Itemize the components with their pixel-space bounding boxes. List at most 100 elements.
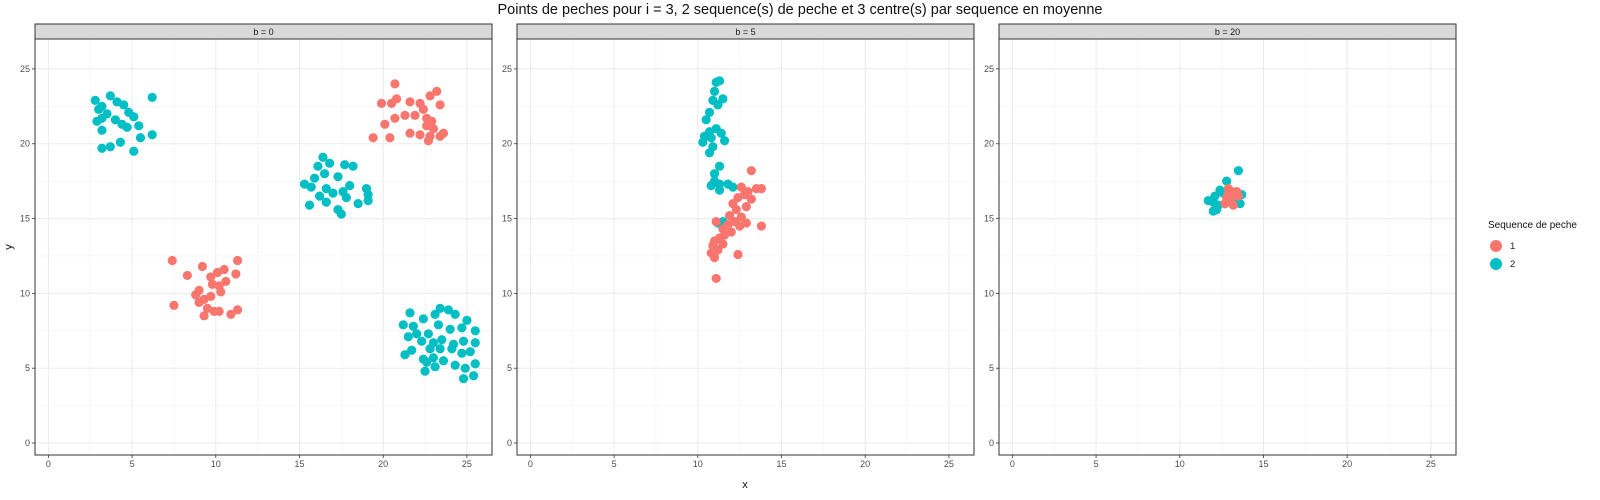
data-point-seq-2 [418, 314, 428, 324]
data-point-seq-1 [423, 136, 433, 146]
data-point-seq-2 [321, 197, 331, 207]
legend: Sequence de peche 1 2 [1488, 220, 1598, 273]
x-tick-label: 20 [860, 459, 870, 469]
y-tick-label: 0 [507, 438, 512, 448]
data-point-seq-1 [756, 221, 767, 231]
data-point-seq-2 [430, 362, 440, 372]
data-point-seq-1 [736, 182, 746, 192]
x-tick-label: 25 [1426, 459, 1436, 469]
data-point-seq-1 [709, 252, 720, 263]
data-point-seq-2 [122, 122, 132, 132]
x-tick-label: 20 [1342, 459, 1352, 469]
y-tick-label: 5 [989, 363, 994, 373]
data-point-seq-2 [435, 344, 445, 354]
panel-border [998, 38, 1457, 456]
data-point-seq-2 [345, 181, 355, 191]
data-point-seq-1 [1228, 200, 1238, 210]
legend-item-2: 2 [1488, 255, 1598, 273]
data-point-seq-1 [182, 270, 192, 281]
y-tick-label: 25 [20, 64, 30, 74]
data-point-seq-2 [94, 104, 104, 114]
legend-key-1 [1490, 240, 1502, 252]
data-point-seq-2 [105, 142, 115, 152]
x-axis-title: x [742, 479, 748, 491]
data-point-seq-2 [465, 347, 475, 357]
data-point-seq-2 [320, 169, 330, 179]
data-point-seq-1 [405, 97, 415, 107]
data-point-seq-2 [97, 143, 107, 153]
data-point-seq-2 [110, 115, 120, 125]
data-point-seq-1 [405, 128, 415, 138]
data-point-seq-1 [391, 94, 402, 104]
data-point-seq-1 [231, 269, 241, 279]
data-point-seq-2 [400, 350, 410, 360]
data-point-seq-2 [470, 338, 480, 348]
data-point-seq-2 [422, 357, 432, 367]
data-point-seq-2 [706, 181, 716, 191]
facet-panel-3: b = 20 0 5 10 15 20 25 0 5 10 15 20 25 [984, 23, 1457, 469]
facet-strip-label: b = 5 [735, 27, 755, 37]
data-point-seq-1 [197, 261, 207, 272]
data-point-seq-2 [412, 329, 422, 339]
x-tick-label: 10 [211, 459, 221, 469]
data-point-seq-2 [425, 344, 435, 354]
legend-title: Sequence de peche [1488, 220, 1577, 231]
data-point-seq-1 [194, 297, 204, 307]
data-point-seq-2 [403, 332, 413, 342]
data-point-seq-1 [206, 272, 216, 282]
data-point-seq-1 [232, 255, 243, 266]
data-point-seq-1 [1223, 190, 1233, 200]
data-point-seq-2 [340, 160, 350, 170]
data-point-seq-1 [415, 130, 425, 140]
data-point-seq-2 [445, 324, 455, 334]
data-point-seq-2 [420, 366, 430, 376]
data-point-seq-2 [1222, 176, 1232, 186]
data-point-seq-1 [390, 113, 400, 123]
data-point-seq-1 [438, 128, 449, 138]
y-tick-label: 25 [502, 64, 512, 74]
data-point-seq-1 [711, 216, 721, 227]
data-point-seq-2 [435, 303, 445, 313]
data-point-seq-2 [428, 353, 439, 363]
data-point-seq-2 [709, 86, 720, 96]
data-point-seq-2 [314, 191, 325, 201]
data-point-seq-2 [90, 95, 100, 105]
y-tick-label: 20 [502, 139, 512, 149]
data-point-seq-2 [437, 335, 447, 345]
data-point-seq-1 [741, 201, 751, 212]
x-tick-label: 10 [1175, 459, 1185, 469]
data-point-seq-1 [746, 194, 756, 204]
data-point-seq-2 [704, 148, 715, 158]
legend-label-1: 1 [1510, 240, 1516, 252]
y-tick-label: 20 [984, 139, 994, 149]
panel-border [516, 38, 975, 456]
x-tick-label: 15 [776, 459, 786, 469]
data-point-seq-1 [214, 306, 224, 316]
data-point-seq-2 [433, 320, 444, 330]
x-tick-label: 20 [378, 459, 388, 469]
data-point-seq-2 [408, 321, 418, 331]
data-point-seq-1 [207, 279, 218, 290]
data-point-seq-1 [435, 100, 445, 110]
data-point-seq-1 [219, 264, 229, 275]
x-tick-label: 5 [612, 459, 617, 469]
data-point-seq-2 [115, 137, 125, 147]
legend-item-1: 1 [1488, 237, 1598, 255]
y-tick-label: 5 [25, 363, 30, 373]
data-point-seq-2 [398, 320, 408, 330]
data-point-seq-2 [147, 92, 157, 102]
y-tick-label: 10 [984, 288, 994, 298]
y-tick-label: 10 [20, 288, 30, 298]
data-point-seq-1 [425, 91, 435, 101]
data-point-seq-2 [135, 133, 146, 143]
chart-title: Points de peches pour i = 3, 2 sequence(… [497, 2, 1103, 18]
data-point-seq-2 [321, 184, 331, 194]
data-point-seq-2 [706, 133, 716, 143]
data-point-seq-1 [711, 273, 721, 284]
data-point-seq-2 [405, 308, 415, 318]
data-point-seq-2 [709, 169, 720, 179]
x-tick-label: 0 [528, 459, 533, 469]
facet-panel-1: b = 0 0 5 10 15 20 25 0 5 10 15 20 25 [20, 23, 493, 469]
data-point-seq-2 [417, 336, 427, 346]
